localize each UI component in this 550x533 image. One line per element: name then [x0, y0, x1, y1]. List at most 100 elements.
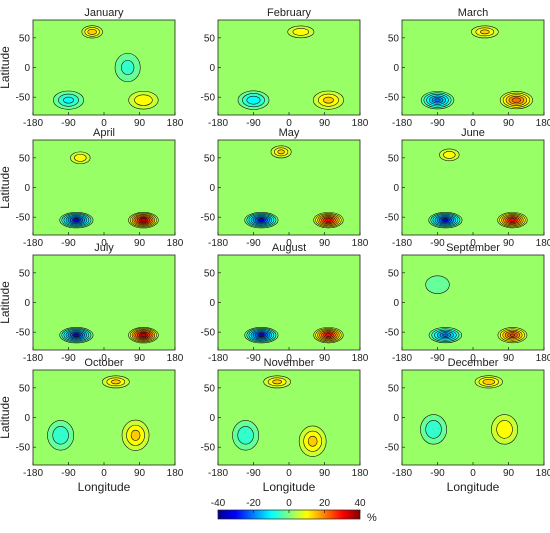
contour-layer: [420, 375, 519, 445]
contour-positive-f2-l2: [87, 28, 97, 35]
contour-positive-f1-l1: [134, 94, 153, 106]
x-tick-label: 0: [101, 238, 107, 249]
x-tick-label: -180: [392, 118, 412, 129]
y-axis-label: Latitude: [0, 46, 12, 89]
x-tick-label: 180: [352, 353, 369, 364]
x-tick-label: 0: [286, 238, 292, 249]
y-tick-label: 50: [204, 268, 216, 279]
contour-negative-f0-l1: [52, 426, 69, 445]
x-tick-label: -90: [61, 118, 76, 129]
x-tick-label: 180: [167, 468, 184, 479]
x-tick-label: -180: [208, 238, 228, 249]
panel-title: January: [84, 7, 124, 19]
contour-layer: [59, 327, 159, 344]
y-tick-label: 0: [393, 413, 399, 424]
x-tick-label: -90: [61, 238, 76, 249]
y-axis-label: Latitude: [0, 166, 12, 209]
x-tick-label: 90: [134, 353, 146, 364]
x-tick-label: 0: [286, 118, 292, 129]
panel-august: August -180 -90 0 90 180 50 0 -50: [201, 242, 369, 364]
x-tick-label: 0: [470, 118, 476, 129]
y-tick-label: 0: [209, 413, 215, 424]
colorbar-tick-label: -20: [246, 498, 261, 509]
x-tick-label: -180: [23, 353, 43, 364]
y-tick-label: 0: [209, 298, 215, 309]
x-tick-label: 180: [536, 238, 550, 249]
x-tick-label: -90: [246, 353, 261, 364]
x-tick-label: -90: [246, 118, 261, 129]
y-tick-label: -50: [385, 93, 400, 104]
y-tick-label: 50: [388, 383, 400, 394]
x-tick-label: -90: [246, 238, 261, 249]
y-tick-label: 0: [209, 63, 215, 74]
y-tick-label: 0: [393, 63, 399, 74]
contour-layer: [52, 25, 159, 110]
x-tick-label: 90: [134, 238, 146, 249]
y-axis-label: Latitude: [0, 396, 12, 439]
panel-title: May: [279, 127, 300, 139]
y-tick-label: 0: [393, 298, 399, 309]
x-tick-label: -180: [23, 468, 43, 479]
x-tick-label: 180: [167, 353, 184, 364]
y-tick-label: 50: [19, 153, 31, 164]
y-tick-label: 50: [204, 383, 216, 394]
colorbar: -40 -20 0 20 40%: [211, 498, 377, 524]
colorbar-tick-label: 0: [286, 498, 292, 509]
x-tick-label: -180: [23, 238, 43, 249]
contour-positive-f2-l2: [111, 379, 121, 385]
contour-negative-f0-l1: [237, 426, 254, 445]
contour-positive-f1-l7: [140, 333, 147, 337]
contour-negative-f0-l7: [73, 333, 80, 337]
contour-negative-f2-l0: [425, 275, 450, 294]
y-tick-label: 50: [19, 268, 31, 279]
contour-positive-f2-l2: [272, 379, 282, 385]
contour-negative-f0-l5: [442, 333, 449, 337]
y-tick-label: 50: [204, 33, 216, 44]
x-tick-label: 0: [286, 468, 292, 479]
y-tick-label: -50: [16, 328, 31, 339]
contour-positive-f1-l2: [323, 96, 334, 104]
contour-positive-f1-l7: [140, 218, 147, 222]
panel-september: September -180 -90 0 90 180 50 0 -50: [385, 242, 550, 364]
panel-title: November: [264, 357, 315, 369]
x-tick-label: -180: [392, 238, 412, 249]
panel-title: April: [93, 127, 115, 139]
contour-negative-f0-l5: [434, 98, 441, 102]
panel-title: July: [94, 242, 114, 254]
y-tick-label: -50: [201, 328, 216, 339]
contour-negative-f0-l2: [63, 96, 74, 104]
x-tick-label: -180: [23, 118, 43, 129]
colorbar-tick-label: -40: [211, 498, 226, 509]
x-tick-label: 90: [319, 353, 331, 364]
x-tick-label: 180: [352, 468, 369, 479]
y-tick-label: 0: [24, 183, 30, 194]
contour-positive-f1-l2: [307, 435, 318, 447]
y-tick-label: 50: [204, 153, 216, 164]
y-tick-label: 50: [19, 383, 31, 394]
y-tick-label: 0: [24, 63, 30, 74]
x-tick-label: 90: [503, 468, 515, 479]
x-tick-label: 90: [319, 238, 331, 249]
y-axis-label: Latitude: [0, 281, 12, 324]
x-tick-label: 180: [536, 118, 550, 129]
contour-positive-f1-l1: [496, 420, 513, 439]
contour-layer: [420, 25, 533, 110]
contour-positive-f2-l2: [480, 29, 490, 35]
panel-title: December: [448, 357, 499, 369]
contour-negative-f0-l7: [258, 218, 265, 222]
contour-negative-f3-l1: [121, 60, 135, 75]
x-tick-label: 180: [167, 118, 184, 129]
x-tick-label: -90: [430, 468, 445, 479]
y-tick-label: 50: [388, 268, 400, 279]
y-tick-label: -50: [385, 443, 400, 454]
y-tick-label: -50: [201, 213, 216, 224]
contour-layer: [425, 275, 528, 344]
y-tick-label: -50: [385, 328, 400, 339]
x-tick-label: 90: [503, 238, 515, 249]
contour-negative-f0-l7: [73, 218, 80, 222]
panel-december: December -180 -90 0 90 180 50 0 -50 Longitude: [385, 357, 550, 494]
y-tick-label: 0: [24, 413, 30, 424]
panel-title: February: [267, 7, 312, 19]
x-tick-label: 0: [101, 118, 107, 129]
panel-march: March -180 -90 0 90 180 50 0 -50: [385, 7, 550, 129]
